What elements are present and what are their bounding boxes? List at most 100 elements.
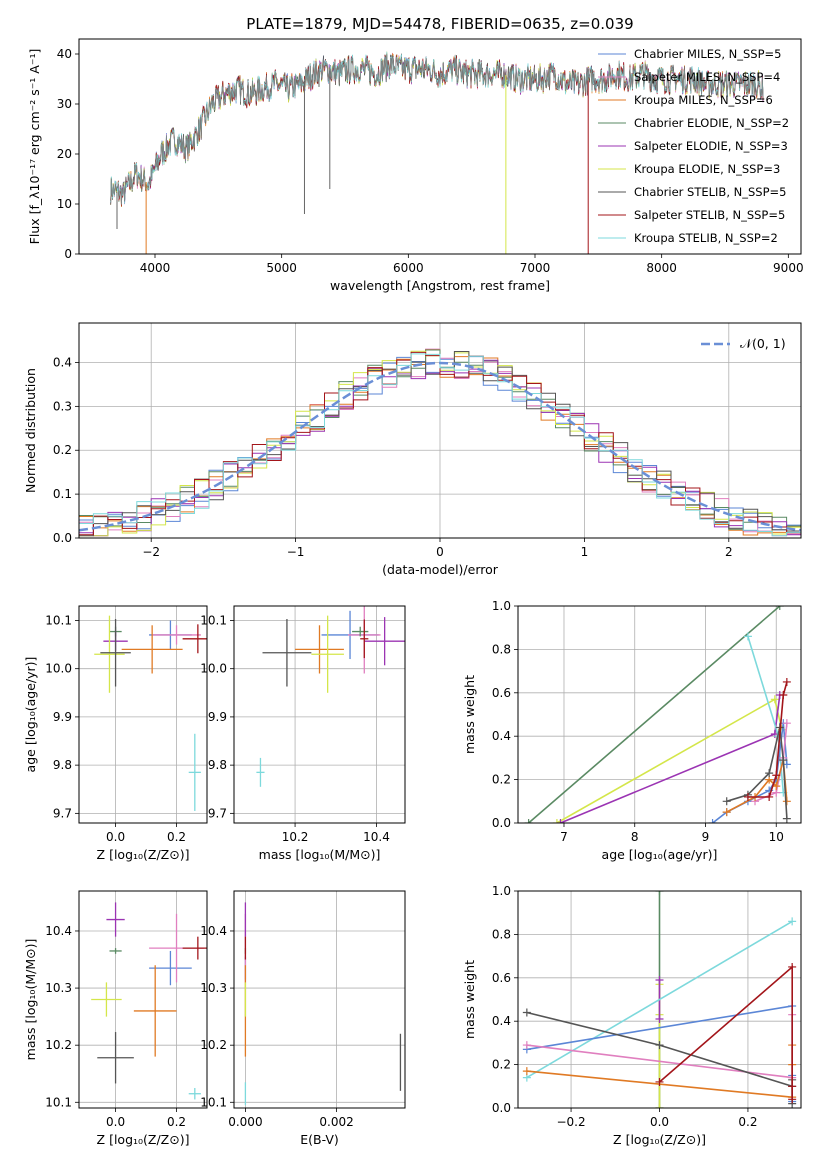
x-axis-label: wavelength [Angstrom, rest frame] xyxy=(330,278,550,293)
weight-marker-salpeter_elodie xyxy=(655,1015,664,1024)
y-tick-label: 10 xyxy=(57,197,72,211)
y-tick-label: 30 xyxy=(57,97,72,111)
legend-label-salpeter_stelib: Salpeter STELIB, N_SSP=5 xyxy=(634,208,785,222)
y-axis-label: Normed distribution xyxy=(23,368,38,493)
x-tick-label: 9 xyxy=(702,830,710,844)
axes-frame xyxy=(78,605,208,824)
x-tick-label: 7000 xyxy=(520,261,551,275)
y-tick-label: 0.8 xyxy=(492,927,511,941)
axes-frame xyxy=(233,890,406,1109)
weight-marker-kroupa_miles xyxy=(782,797,791,806)
weight-marker-salpeter_elodie xyxy=(556,819,565,823)
y-tick-label: 10.4 xyxy=(45,924,72,938)
plot-area-spectrum xyxy=(110,51,764,254)
weight-line-chabrier_elodie xyxy=(528,606,781,823)
weight-marker-salpeter_stelib xyxy=(655,1077,664,1086)
y-tick-label: 9.8 xyxy=(53,758,72,772)
legend-label-chabrier_stelib: Chabrier STELIB, N_SSP=5 xyxy=(634,185,786,199)
y-axis-label: mass [log₁₀(M/M⊙)] xyxy=(23,939,38,1061)
y-tick-label: 10.2 xyxy=(200,1038,227,1052)
x-tick-label: 0 xyxy=(436,545,444,559)
axes-frame xyxy=(517,605,802,824)
y-tick-label: 0.2 xyxy=(53,443,72,457)
panel-weight_vs_age: 7 8 9 10 0.0 0.2 0.4 0.6 0.8 1.0 age [log₁₀(age/yr… xyxy=(462,599,802,862)
y-tick-label: 1.0 xyxy=(492,599,511,613)
y-tick-label: 10.0 xyxy=(45,662,72,676)
histogram-kroupa_stelib xyxy=(79,353,801,537)
legend-label-salpeter_miles: Salpeter MILES, N_SSP=4 xyxy=(634,70,780,84)
plot-area-weight_vs_age xyxy=(524,606,791,823)
y-tick-label: 10.0 xyxy=(200,662,227,676)
panel-age_vs_mass: 10.2 10.4 9.7 9.8 9.9 10.0 10.1 mass [log₁₀(M/M… xyxy=(200,605,406,862)
panel-mass_vs_ebv: 0.000 0.002 10.1 10.2 10.3 10.4 E(B-V) xyxy=(200,890,406,1147)
y-tick-label: 0.2 xyxy=(492,773,511,787)
y-tick-label: 10.3 xyxy=(45,981,72,995)
y-tick-label: 9.9 xyxy=(208,710,227,724)
y-tick-label: 0 xyxy=(64,247,72,261)
x-axis-label: Z [log₁₀(Z/Z⊙)] xyxy=(97,1132,190,1147)
legend-label-salpeter_elodie: Salpeter ELODIE, N_SSP=3 xyxy=(634,139,788,153)
weight-marker-salpeter_stelib xyxy=(788,1082,797,1091)
x-tick-label: 10 xyxy=(769,830,784,844)
weight-marker-kroupa_elodie xyxy=(552,819,561,823)
y-tick-label: 0.4 xyxy=(53,355,72,369)
weight-marker-salpeter_stelib xyxy=(779,690,788,699)
legend-label-kroupa_elodie: Kroupa ELODIE, N_SSP=3 xyxy=(634,162,780,176)
y-tick-label: 10.3 xyxy=(200,981,227,995)
x-tick-label: 0.0 xyxy=(106,1115,125,1129)
x-tick-label: 10.2 xyxy=(282,830,309,844)
plot-area-mass_vs_ebv xyxy=(244,902,402,1106)
y-tick-label: 0.6 xyxy=(492,971,511,985)
x-tick-label: 7 xyxy=(560,830,568,844)
x-tick-label: 4000 xyxy=(140,261,171,275)
weight-marker-kroupa_elodie xyxy=(655,1104,664,1108)
y-axis-label: mass weight xyxy=(462,960,477,1039)
weight-line-salpeter_stelib xyxy=(658,965,794,1100)
legend-label-chabrier_elodie: Chabrier ELODIE, N_SSP=2 xyxy=(634,116,789,130)
y-tick-label: 10.2 xyxy=(45,1038,72,1052)
x-tick-label: −0.2 xyxy=(556,1115,585,1129)
y-tick-label: 9.8 xyxy=(208,758,227,772)
axes-frame xyxy=(78,322,802,539)
y-tick-label: 0.2 xyxy=(492,1058,511,1072)
weight-marker-chabrier_elodie xyxy=(655,891,664,895)
weight-marker-salpeter_elodie xyxy=(655,975,664,984)
y-tick-label: 0.1 xyxy=(53,487,72,501)
weight-marker-kroupa_stelib xyxy=(788,917,797,926)
weight-marker-kroupa_miles xyxy=(722,808,731,817)
x-tick-label: 0.2 xyxy=(738,1115,757,1129)
y-axis-label: age [log₁₀(age/yr)] xyxy=(23,657,38,773)
y-tick-label: 10.1 xyxy=(45,613,72,627)
y-tick-label: 10.1 xyxy=(45,1095,72,1109)
spectrum-data-line xyxy=(110,53,764,205)
y-tick-label: 20 xyxy=(57,147,72,161)
y-tick-label: 9.7 xyxy=(208,806,227,820)
y-tick-label: 0.6 xyxy=(492,686,511,700)
y-tick-label: 0.4 xyxy=(492,729,511,743)
weight-line-chabrier_stelib xyxy=(726,727,788,819)
weight-marker-salpeter_stelib xyxy=(788,1095,797,1104)
plot-area-residuals xyxy=(79,348,801,537)
plot-area-weight_vs_Z xyxy=(522,891,797,1108)
weight-marker-salpeter_stelib xyxy=(743,792,752,801)
panel-age_vs_Z: 0.0 0.2 9.7 9.8 9.9 10.0 10.1 Z [log₁₀(Z/Z⊙)] ag… xyxy=(23,605,208,862)
y-tick-label: 0.0 xyxy=(53,531,72,545)
x-tick-label: 0.2 xyxy=(167,1115,186,1129)
x-tick-label: 10.4 xyxy=(363,830,390,844)
x-tick-label: 1 xyxy=(581,545,589,559)
x-tick-label: 0.002 xyxy=(319,1115,353,1129)
x-tick-label: 0.0 xyxy=(650,1115,669,1129)
x-tick-label: 8000 xyxy=(646,261,677,275)
axes-frame xyxy=(78,890,208,1109)
panel-spectrum: 4000 5000 6000 7000 8000 9000 0 10 20 30 40 wavelen… xyxy=(27,38,804,293)
x-tick-label: −1 xyxy=(287,545,305,559)
legend-label-kroupa_miles: Kroupa MILES, N_SSP=6 xyxy=(634,93,773,107)
x-axis-label: Z [log₁₀(Z/Z⊙)] xyxy=(97,847,190,862)
legend-label-chabrier_miles: Chabrier MILES, N_SSP=5 xyxy=(634,47,781,61)
legend-label-kroupa_stelib: Kroupa STELIB, N_SSP=2 xyxy=(634,231,778,245)
x-tick-label: 6000 xyxy=(393,261,424,275)
weight-marker-chabrier_stelib xyxy=(765,769,774,778)
weight-marker-chabrier_stelib xyxy=(722,797,731,806)
weight-marker-kroupa_elodie xyxy=(770,695,779,704)
